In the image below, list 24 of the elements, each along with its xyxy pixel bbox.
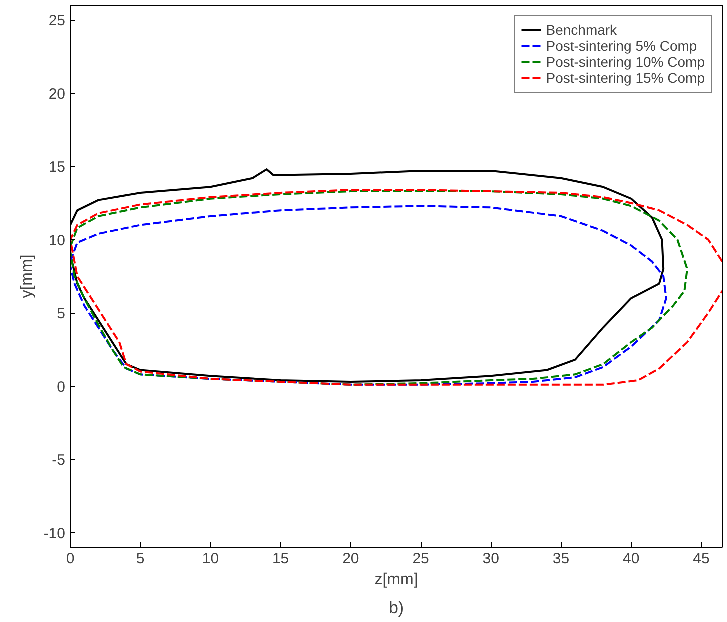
- y-tick-label: 5: [57, 306, 66, 323]
- y-tick-label: 25: [48, 12, 66, 30]
- x-tick-label: 15: [272, 550, 290, 568]
- y-tick-label: 15: [48, 159, 66, 176]
- x-axis-title: z[mm]: [374, 572, 418, 588]
- x-tick-label: 25: [412, 550, 430, 568]
- y-tick-label: -10: [44, 525, 66, 542]
- y-axis-title: y[mm]: [18, 254, 36, 298]
- x-tick-label: 35: [552, 550, 570, 568]
- legend-label: Post-sintering 5% Comp: [546, 38, 698, 54]
- y-tick-label: -5: [52, 452, 66, 470]
- legend-label: Post-sintering 10% Comp: [546, 54, 705, 70]
- y-tick-label: 10: [48, 232, 66, 250]
- text: b): [388, 598, 404, 618]
- x-tick-label: 10: [202, 550, 220, 568]
- x-tick-label: 45: [693, 550, 710, 568]
- x-tick-label: 40: [623, 550, 640, 568]
- legend-label: Post-sintering 15% Comp: [546, 70, 705, 86]
- x-tick-label: 20: [342, 550, 360, 568]
- x-tick-label: 30: [482, 550, 500, 568]
- y-tick-label: 0: [57, 378, 66, 396]
- x-tick-label: 5: [136, 550, 145, 568]
- y-tick-label: 20: [48, 86, 66, 103]
- legend-label: Benchmark: [546, 22, 618, 38]
